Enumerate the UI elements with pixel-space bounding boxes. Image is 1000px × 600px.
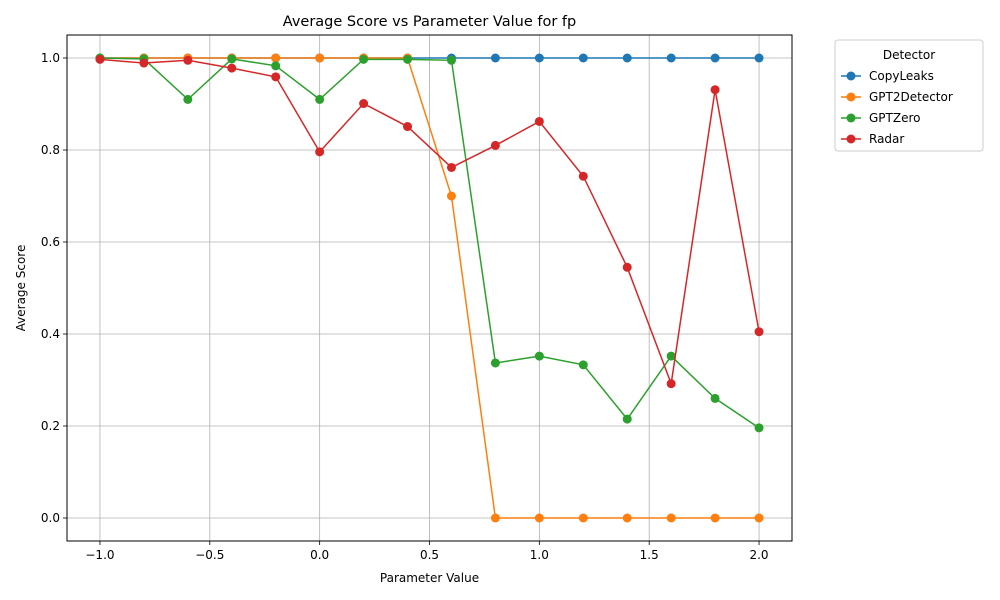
data-point-gpt2detector [578,513,588,523]
data-point-radar [710,85,720,95]
x-tick-label: 1.0 [530,548,549,562]
legend-label: Radar [869,132,904,146]
data-point-radar [754,327,764,337]
y-tick-label: 1.0 [41,51,60,65]
legend-item-gpt2detector: GPT2Detector [841,90,953,104]
data-point-gpt2detector [622,513,632,523]
data-point-copyleaks [754,53,764,63]
data-point-radar [227,63,237,73]
data-point-gpt2detector [271,53,281,63]
data-point-gptzero [754,423,764,433]
data-point-gptzero [490,358,500,368]
data-point-gpt2detector [490,513,500,523]
x-tick-label: 2.0 [749,548,768,562]
x-tick-label: −1.0 [85,548,114,562]
data-point-radar [403,122,413,132]
data-point-radar [446,162,456,172]
data-point-gptzero [578,360,588,370]
legend-swatch-marker [846,113,856,123]
data-point-gptzero [315,94,325,104]
data-point-radar [95,54,105,64]
x-tick-label: 0.0 [310,548,329,562]
data-point-gptzero [446,55,456,65]
data-point-copyleaks [710,53,720,63]
data-point-radar [578,171,588,181]
data-point-radar [666,379,676,389]
data-point-gptzero [666,351,676,361]
x-axis: −1.0 −0.5 0.0 0.5 1.0 1.5 2.0 [85,541,769,562]
data-point-gptzero [227,54,237,64]
data-point-radar [490,140,500,150]
series-line-gptzero [99,57,760,429]
data-point-gptzero [403,54,413,64]
data-point-radar [622,262,632,272]
data-point-copyleaks [534,53,544,63]
data-point-radar [315,147,325,157]
y-axis-label: Average Score [14,245,28,332]
legend-title: Detector [883,48,935,62]
data-point-gpt2detector [710,513,720,523]
y-tick-label: 0.0 [41,511,60,525]
legend-swatch-marker [846,134,856,144]
data-point-gpt2detector [666,513,676,523]
legend-label: GPT2Detector [869,90,953,104]
data-point-gptzero [271,61,281,71]
legend-label: CopyLeaks [869,69,934,83]
legend-label: GPTZero [869,111,920,125]
data-point-radar [534,116,544,126]
series-line-radar [99,58,760,387]
data-point-radar [271,72,281,82]
series-gptzero [95,53,764,433]
data-point-gpt2detector [446,191,456,201]
data-point-gptzero [359,54,369,64]
legend-frame [834,39,984,152]
data-point-copyleaks [578,53,588,63]
data-point-gptzero [183,94,193,104]
data-point-copyleaks [666,53,676,63]
y-tick-label: 0.8 [41,143,60,157]
data-point-gptzero [622,414,632,424]
data-point-gptzero [534,351,544,361]
series-layer [95,53,764,523]
data-point-gpt2detector [534,513,544,523]
data-point-copyleaks [490,53,500,63]
data-point-radar [139,58,149,68]
legend-swatch-marker [846,71,856,81]
legend: Detector CopyLeaks GPT2Detector GPTZero Rad… [834,39,984,152]
chart-title: Average Score vs Parameter Value for fp [283,14,576,30]
series-radar [95,54,764,389]
legend-item-copyleaks: CopyLeaks [841,69,934,83]
x-tick-label: 1.5 [640,548,659,562]
x-tick-label: −0.5 [195,548,224,562]
y-tick-label: 0.4 [41,327,60,341]
data-point-gpt2detector [315,53,325,63]
x-tick-label: 0.5 [420,548,439,562]
legend-swatch-marker [846,92,856,102]
x-axis-label: Parameter Value [380,571,479,585]
data-point-radar [183,55,193,65]
y-tick-label: 0.6 [41,235,60,249]
data-point-radar [359,99,369,109]
grid [67,35,792,541]
y-tick-label: 0.2 [41,419,60,433]
data-point-copyleaks [622,53,632,63]
data-point-gpt2detector [754,513,764,523]
legend-item-gptzero: GPTZero [841,111,920,125]
data-point-gptzero [710,393,720,403]
y-axis: 0.0 0.2 0.4 0.6 0.8 1.0 [41,51,67,525]
series-line-gpt2detector [99,57,760,519]
legend-item-radar: Radar [841,132,904,146]
